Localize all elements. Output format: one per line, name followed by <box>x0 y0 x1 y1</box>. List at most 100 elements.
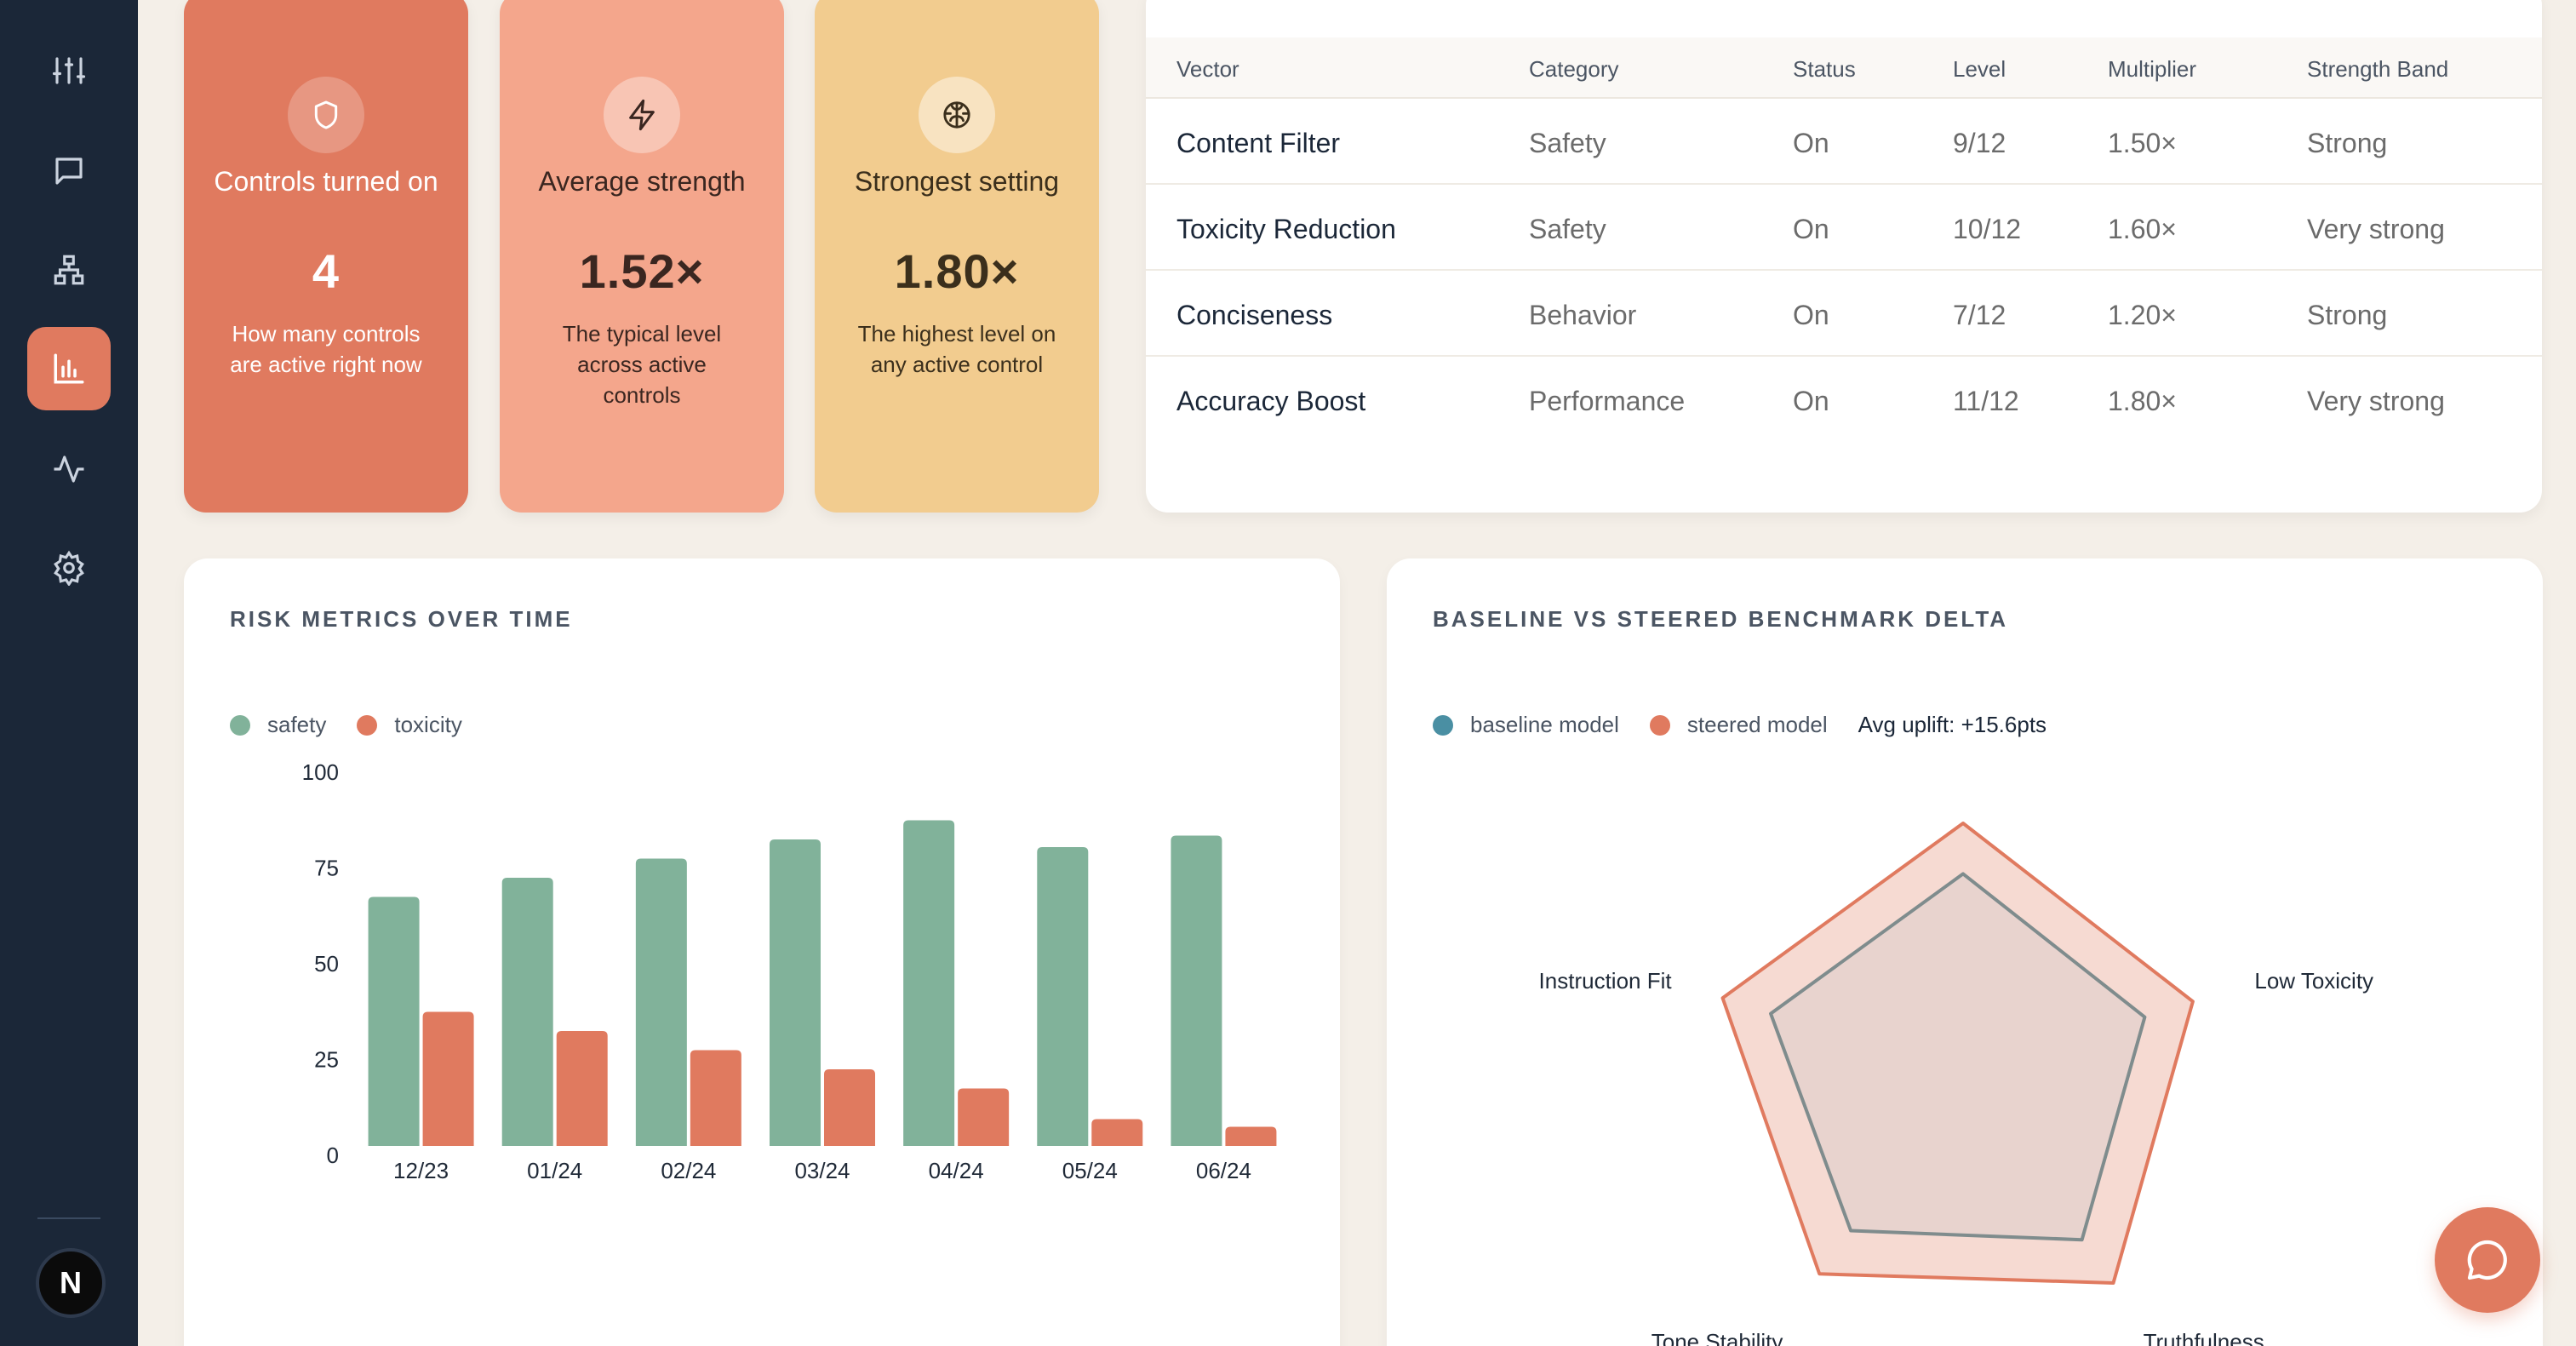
y-tick-label: 0 <box>327 1143 339 1168</box>
sidebar: N <box>0 0 138 1346</box>
vectors-table: Vector Category Status Level Multiplier … <box>1146 0 2542 513</box>
nav-messages[interactable] <box>27 129 111 213</box>
risk-bar-chart: 0 25 50 75 100 12/23 01/24 02/24 03/24 04/24 05/24… <box>302 763 1277 1183</box>
legend-label: safety <box>267 712 327 737</box>
nav-settings[interactable] <box>27 526 111 610</box>
cell-status: On <box>1793 386 1829 416</box>
cell-vector: Accuracy Boost <box>1176 386 1366 416</box>
bar-toxicity[interactable] <box>1225 1126 1277 1147</box>
legend-dot <box>357 714 378 736</box>
bar-safety[interactable] <box>1171 835 1222 1147</box>
stat-title: Controls turned on <box>214 166 438 197</box>
cell-category: Behavior <box>1529 300 1637 330</box>
stat-value: 1.52× <box>579 244 705 298</box>
risk-metrics-card: RISK METRICS OVER TIME safety toxicity 0… <box>184 558 1340 1346</box>
column-header[interactable]: Category <box>1529 56 1619 82</box>
y-tick-label: 75 <box>314 856 339 881</box>
x-tick-label: 01/24 <box>527 1158 582 1183</box>
legend-item-baseline[interactable]: baseline model <box>1433 712 1619 738</box>
bar-toxicity[interactable] <box>690 1050 741 1147</box>
cell-strength: Very strong <box>2307 214 2445 244</box>
radar-series-steered-model[interactable] <box>1720 822 2195 1285</box>
column-header[interactable]: Level <box>1953 56 2006 82</box>
table-row[interactable]: Toxicity Reduction Safety On 10/12 1.60×… <box>1146 185 2542 271</box>
bar-toxicity[interactable] <box>824 1069 875 1146</box>
bar-safety[interactable] <box>903 820 955 1147</box>
cell-strength: Strong <box>2307 128 2388 158</box>
legend-item-steered[interactable]: steered model <box>1649 712 1828 738</box>
avg-uplift: Avg uplift: +15.6pts <box>1858 712 2047 737</box>
column-header[interactable]: Strength Band <box>2307 56 2449 82</box>
nav-network[interactable] <box>27 228 111 312</box>
table-row[interactable]: Content Filter Safety On 9/12 1.50× Stro… <box>1146 99 2542 185</box>
bar-toxicity[interactable] <box>556 1031 608 1146</box>
cell-status: On <box>1793 300 1829 330</box>
bar-safety[interactable] <box>501 878 553 1146</box>
cell-category: Safety <box>1529 214 1606 244</box>
cell-level: 7/12 <box>1953 300 2006 330</box>
stat-value: 4 <box>312 244 341 298</box>
cell-strength: Very strong <box>2307 386 2445 416</box>
avatar[interactable]: N <box>36 1248 106 1318</box>
nav-analytics[interactable] <box>27 327 111 410</box>
bar-safety[interactable] <box>368 896 420 1147</box>
stat-icon-wrap <box>919 77 995 153</box>
sliders-icon <box>52 57 86 84</box>
legend-label: baseline model <box>1470 712 1619 737</box>
table-row[interactable]: Accuracy Boost Performance On 11/12 1.80… <box>1146 357 2542 443</box>
chat-button[interactable] <box>2435 1207 2540 1313</box>
cell-status: On <box>1793 128 1829 158</box>
bar-toxicity[interactable] <box>958 1088 1010 1147</box>
stat-card-controls: Controls turned on 4 How many controls a… <box>184 0 468 513</box>
y-tick-label: 50 <box>314 951 339 977</box>
radar-axis-label: Instruction Fit <box>1539 968 1673 994</box>
bar-safety[interactable] <box>635 858 687 1147</box>
cell-vector: Conciseness <box>1176 300 1333 330</box>
column-header[interactable]: Vector <box>1176 56 1239 82</box>
brain-icon <box>943 101 970 129</box>
table-header: Vector Category Status Level Multiplier … <box>1146 37 2542 99</box>
legend-item-safety[interactable]: safety <box>230 712 326 738</box>
bar-chart-icon <box>54 353 84 384</box>
x-tick-label: 12/23 <box>393 1158 449 1183</box>
activity-icon <box>54 455 84 483</box>
bar-safety[interactable] <box>770 839 821 1146</box>
column-header[interactable]: Multiplier <box>2108 56 2197 82</box>
x-tick-label: 02/24 <box>661 1158 716 1183</box>
stat-card-strongest: Strongest setting 1.80× The highest leve… <box>815 0 1099 513</box>
legend-label: toxicity <box>394 712 462 737</box>
stat-value: 1.80× <box>894 244 1020 298</box>
table-row[interactable]: Conciseness Behavior On 7/12 1.20× Stron… <box>1146 271 2542 357</box>
legend-item-toxicity[interactable]: toxicity <box>357 712 462 738</box>
cell-multiplier: 1.60× <box>2108 214 2177 244</box>
cell-level: 11/12 <box>1953 386 2019 416</box>
chart-legend: baseline model steered model Avg uplift:… <box>1433 712 2046 738</box>
cell-category: Safety <box>1529 128 1606 158</box>
y-tick-label: 25 <box>314 1047 339 1073</box>
legend-dot <box>230 714 250 736</box>
zap-icon <box>629 99 655 131</box>
y-tick-label: 100 <box>302 763 339 785</box>
benchmark-delta-card: BASELINE VS STEERED BENCHMARK DELTA base… <box>1387 558 2543 1346</box>
chat-icon <box>2467 1240 2507 1280</box>
message-icon <box>55 158 83 185</box>
radar-series-baseline-model[interactable] <box>1769 872 2147 1242</box>
x-tick-label: 03/24 <box>794 1158 850 1183</box>
settings-icon <box>54 550 84 586</box>
bar-toxicity[interactable] <box>1091 1119 1143 1147</box>
stat-desc: The highest level on any active control <box>857 321 1056 377</box>
x-tick-label: 05/24 <box>1062 1158 1118 1183</box>
radar-axis-label: Tone Stability <box>1652 1329 1783 1346</box>
bar-safety[interactable] <box>1037 847 1089 1146</box>
legend-dot <box>1649 714 1670 736</box>
nav-sliders[interactable] <box>27 29 111 112</box>
stat-card-average: Average strength 1.52× The typical level… <box>500 0 784 513</box>
column-header[interactable]: Status <box>1793 56 1856 82</box>
stat-desc: How many controls are active right now <box>230 321 422 377</box>
cell-multiplier: 1.80× <box>2108 386 2177 416</box>
stat-title: Strongest setting <box>854 166 1060 197</box>
nav-activity[interactable] <box>27 427 111 511</box>
bar-toxicity[interactable] <box>422 1011 474 1147</box>
legend-dot <box>1433 714 1453 736</box>
cell-vector: Toxicity Reduction <box>1176 214 1396 244</box>
